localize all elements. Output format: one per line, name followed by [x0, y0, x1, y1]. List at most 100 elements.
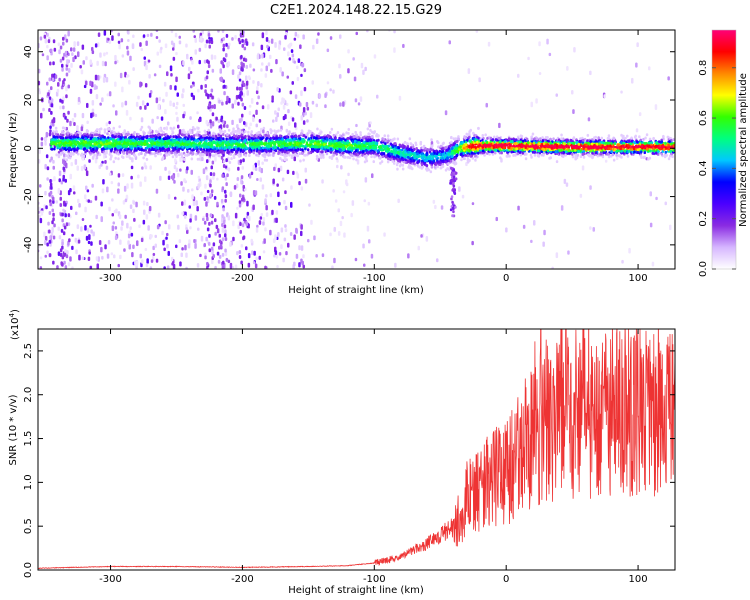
spectrogram-cell [65, 38, 69, 43]
spectrogram-cell [262, 221, 265, 226]
spectrogram-cell [80, 226, 83, 232]
spectrogram-cell [124, 135, 127, 139]
spectrogram-cell [342, 101, 345, 107]
spectrogram-cell [121, 86, 124, 93]
spectrogram-cell [533, 153, 537, 157]
spectrogram-cell [196, 263, 200, 268]
spectrogram-cell [288, 57, 292, 61]
spectrogram-cell [58, 49, 61, 55]
spectrogram-cell [347, 131, 350, 135]
spectrogram-cell [267, 40, 271, 44]
spectrogram-cell [209, 213, 213, 218]
spectrogram-cell [363, 152, 367, 156]
spectrogram-cell [69, 188, 72, 193]
spectrogram-cell [98, 240, 102, 246]
spectrogram-cell [235, 183, 239, 189]
spectrogram-cell [265, 37, 269, 42]
spectrogram-cell [266, 44, 269, 49]
spectrogram-cell [181, 211, 184, 216]
spectrogram-cell [157, 212, 161, 218]
spectrogram-cell [301, 260, 304, 266]
spectrogram-cell [62, 36, 65, 41]
spectrogram-cell [148, 92, 152, 98]
spectrogram-cell [95, 85, 98, 90]
spectrogram-cell [287, 121, 291, 126]
spectrogram-cell [384, 154, 387, 158]
spectrogram-cell [181, 93, 184, 99]
spectrogram-cell [220, 60, 223, 65]
spectrogram-cell [163, 81, 167, 87]
spectrogram-cell [206, 196, 209, 201]
spectrogram-cell [364, 177, 368, 183]
spectrogram-cell [61, 63, 64, 68]
spectrogram-cell [89, 200, 93, 204]
spectrogram-cell [621, 259, 624, 264]
spectrogram-cell [70, 162, 73, 167]
spectrogram-cell [206, 59, 209, 64]
spectrogram-cell [190, 85, 193, 89]
spectrogram-cell [333, 257, 336, 264]
spectrogram-cell [39, 184, 42, 188]
spectrogram-cell [94, 195, 98, 201]
spectrogram-cell [205, 148, 209, 152]
spectrogram-cell [546, 38, 549, 45]
spectrogram-cell [243, 46, 247, 51]
spectrogram-cell [527, 56, 530, 61]
spectrogram-cell [55, 91, 59, 97]
spectrogram-cell [208, 36, 211, 40]
spectrogram-cell [535, 98, 538, 104]
spectrogram-cell [135, 101, 139, 107]
spectrogram-cell [215, 116, 218, 121]
spectrogram-cell [271, 209, 274, 216]
spectrogram-cell [117, 157, 120, 161]
spectrogram-cell [144, 165, 148, 170]
spectrogram-cell [192, 30, 195, 33]
spectrogram-cell [320, 146, 324, 150]
spectrogram-cell [189, 218, 192, 223]
spectrogram-cell [156, 51, 159, 56]
spectrogram-cell [218, 233, 221, 238]
spectrogram-cell [128, 243, 131, 250]
spectrogram-cell [250, 238, 253, 243]
spectrogram-cell [218, 239, 222, 244]
spectrogram-cell [275, 59, 278, 65]
spectrogram-cell [128, 150, 131, 154]
spectrogram-cell [50, 110, 53, 115]
spectrogram-cell [221, 227, 225, 233]
spectrogram-cell [360, 139, 364, 143]
spectrogram-cell [156, 116, 159, 120]
spectrogram-cell [89, 59, 92, 65]
spectrogram-cell [62, 208, 65, 212]
spectrogram-cell [72, 56, 75, 63]
spectrogram-cell [175, 106, 178, 110]
spectrogram-cell [638, 112, 642, 117]
spectrogram-cell [224, 229, 227, 234]
spectrogram-cell [491, 138, 495, 142]
spectrogram-cell [360, 62, 364, 69]
spectrogram-cell [212, 154, 216, 158]
spectrogram-cell [260, 127, 263, 133]
spectrogram-cell [205, 212, 209, 218]
spectrogram-cell [86, 120, 89, 124]
spectrogram-cell [44, 239, 47, 246]
spectrogram-cell [77, 198, 80, 204]
spectrogram-cell [238, 154, 241, 158]
spectrogram-cell [119, 72, 123, 79]
spectrogram-cell [44, 163, 47, 170]
spectrogram-cell [357, 102, 361, 106]
spectrogram-cell [315, 103, 318, 108]
spectrogram-cell [264, 227, 267, 232]
figure-title: C2E1.2024.148.22.15.G29 [270, 3, 442, 18]
spectrogram-cell [130, 175, 133, 180]
spectrogram-cell [211, 112, 215, 117]
spectrogram-cell [560, 205, 564, 211]
spectrogram-cell [288, 44, 291, 49]
spectrogram-cell [101, 97, 104, 103]
spectrogram-cell [178, 239, 182, 244]
spectrogram-cell [232, 220, 235, 227]
spectrogram-cell [59, 58, 63, 63]
spectrogram-cell [46, 242, 49, 247]
spectrogram-cell [178, 153, 181, 157]
spectrogram-cell [255, 123, 258, 128]
spectrogram-cell [491, 152, 495, 156]
